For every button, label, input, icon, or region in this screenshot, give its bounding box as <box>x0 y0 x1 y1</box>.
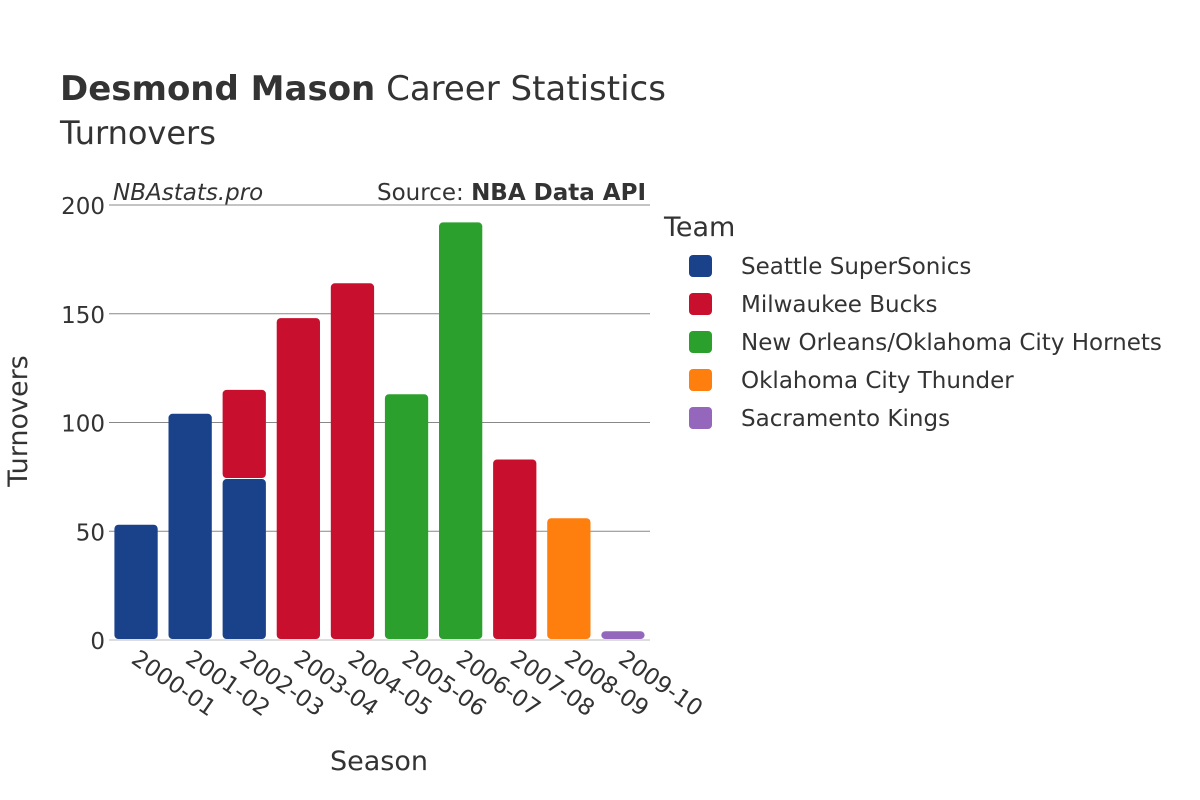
legend-swatch <box>689 369 712 391</box>
legend-entry: New Orleans/Oklahoma City Hornets <box>741 330 1162 356</box>
bar-2005-06 <box>384 394 429 639</box>
legend-swatch <box>689 407 712 429</box>
source-name: NBA Data API <box>471 180 646 206</box>
bar-2004-05 <box>330 283 375 639</box>
legend-entry: Sacramento Kings <box>741 406 950 432</box>
x-tick-labels: 2000-012001-022002-032003-042004-052005-… <box>127 646 708 722</box>
legend-entry: Milwaukee Bucks <box>741 292 938 318</box>
chart-subtitle: Turnovers <box>59 114 216 152</box>
y-tick-label: 150 <box>61 303 105 329</box>
title-suffix: Career Statistics <box>375 69 666 109</box>
legend-entry: Oklahoma City Thunder <box>741 368 1014 394</box>
bar-2002-03 <box>222 389 266 479</box>
site-watermark: NBAstats.pro <box>113 180 263 206</box>
y-axis-title: Turnovers <box>3 355 34 488</box>
bar-2000-01 <box>114 524 158 639</box>
player-name: Desmond Mason <box>60 69 375 109</box>
source-credit: Source: NBA Data API <box>377 180 646 206</box>
legend-title: Team <box>663 212 735 243</box>
legend-swatch <box>689 331 712 353</box>
y-tick-label: 200 <box>61 194 105 220</box>
legend-swatch <box>689 255 712 277</box>
legend: Seattle SuperSonics Milwaukee Bucks New Or… <box>689 254 1162 432</box>
y-tick-label: 0 <box>90 629 105 655</box>
bars <box>114 222 645 639</box>
bar-2003-04 <box>276 318 320 639</box>
source-prefix: Source: <box>377 180 471 206</box>
bar-2002-03 <box>222 479 266 639</box>
y-tick-label: 50 <box>76 520 105 546</box>
bar-2001-02 <box>168 413 212 639</box>
y-tick-label: 100 <box>61 412 105 438</box>
bar-2008-09 <box>547 518 591 639</box>
legend-entry: Seattle SuperSonics <box>741 254 971 280</box>
bar-2007-08 <box>493 459 537 639</box>
y-tick-labels: 0 50 100 150 200 <box>61 194 105 655</box>
bar-2006-07 <box>439 222 483 639</box>
bar-2009-10 <box>601 631 645 639</box>
chart-title: Desmond Mason Career Statistics <box>60 69 666 109</box>
x-axis-title: Season <box>330 746 428 777</box>
legend-swatch <box>689 293 712 315</box>
